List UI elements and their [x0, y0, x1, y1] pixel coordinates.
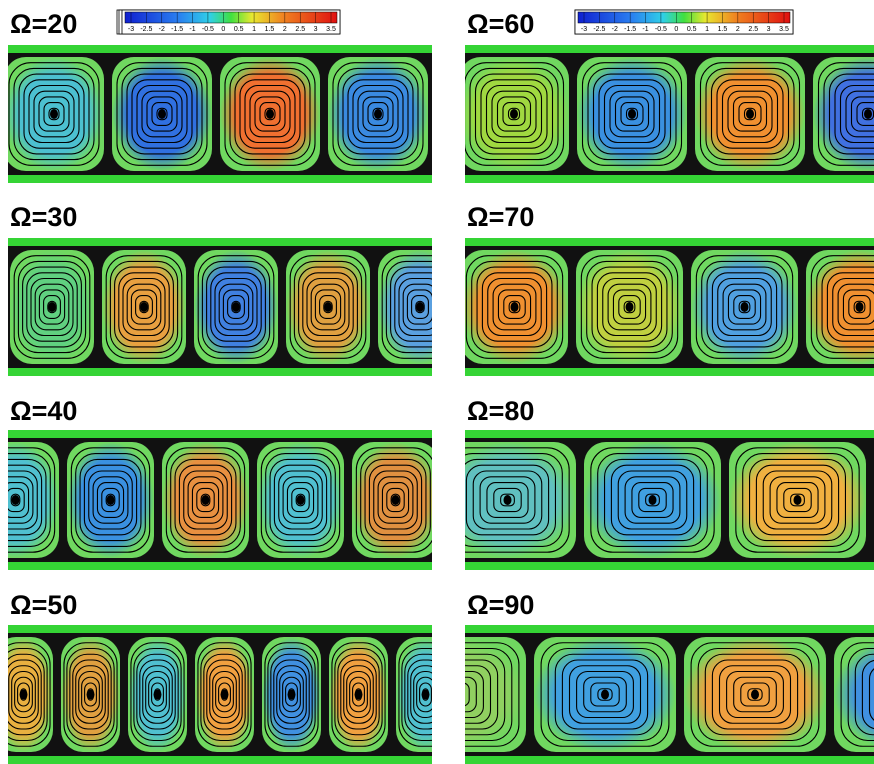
colorbar-tick-label: 1: [705, 26, 709, 33]
vortex-core: [864, 109, 872, 119]
vortex-core: [355, 690, 363, 700]
colorbar-tick-label: 3.5: [779, 26, 789, 33]
panel-label: Ω=20: [10, 9, 77, 39]
vortex-core: [266, 109, 274, 119]
figure: Ω=20-3-2.5-2-1.5-1-0.500.511.522.533.5Ω=…: [0, 0, 874, 764]
colorbar-tick-label: 3.5: [326, 26, 336, 33]
colorbar-tick-label: -2.5: [140, 26, 152, 33]
colorbar-tick-label: 1.5: [265, 26, 275, 33]
colorbar-tick-label: -2: [612, 26, 618, 33]
colorbar-tick-label: -3: [581, 26, 587, 33]
colorbar-tick-label: -0.5: [202, 26, 214, 33]
vortex-core: [221, 690, 229, 700]
colorbar-tick-label: -1: [189, 26, 195, 33]
flow-field: [461, 238, 874, 376]
panel: Ω=60 -3 -2.5 -2 -1.5 -1 -0.5 0 0.5 1 1.5 2 2.5 3 3.5: [459, 9, 874, 183]
vortex-core: [12, 495, 20, 505]
vortex-core: [374, 109, 382, 119]
panel-label: Ω=40: [10, 396, 77, 426]
flow-field: [439, 430, 874, 570]
colorbar: [125, 12, 337, 23]
vortex-core: [50, 109, 58, 119]
vortex-core: [288, 690, 296, 700]
colorbar-tick-label: -1.5: [171, 26, 183, 33]
vortex-core: [751, 690, 759, 700]
colorbar: [578, 12, 790, 23]
colorbar-tick-label: 0.5: [234, 26, 244, 33]
colorbar-tick-label: 0.5: [687, 26, 697, 33]
vortex-core: [856, 302, 864, 312]
colorbar-tick-label: 1.5: [718, 26, 728, 33]
vortex-core: [511, 302, 519, 312]
vortex-core: [324, 302, 332, 312]
colorbar-tick-label: 2: [283, 26, 287, 33]
colorbar-tick-label: -3: [128, 26, 134, 33]
vortex-core: [232, 302, 240, 312]
vortex-core: [746, 109, 754, 119]
vortex-core: [741, 302, 749, 312]
vortex-core: [510, 109, 518, 119]
vortex-core: [107, 495, 115, 505]
vortex-core: [422, 690, 430, 700]
panel: Ω=20 -3 -2.5 -2 -1.5 -1 -0.5 0 0.5 1 1.5 2 2.5 3 3.5: [4, 9, 536, 183]
panel-label: Ω=70: [467, 202, 534, 232]
streamline: [448, 689, 462, 701]
colorbar-tick-label: 2.5: [748, 26, 758, 33]
colorbar-tick-label: -2.5: [593, 26, 605, 33]
colorbar-tick-label: -1.5: [624, 26, 636, 33]
vortex-core: [601, 690, 609, 700]
vortex-core: [297, 495, 305, 505]
flow-field: [0, 430, 534, 570]
colorbar-tick-label: -2: [159, 26, 165, 33]
vortex-core: [202, 495, 210, 505]
vortex-core: [158, 109, 166, 119]
colorbar-tick-label: 3: [314, 26, 318, 33]
vortex-core: [451, 690, 459, 700]
vortex-core: [154, 690, 162, 700]
streamline: [441, 683, 469, 706]
vortex-core: [626, 302, 634, 312]
colorbar-tick-label: -0.5: [655, 26, 667, 33]
flow-field: [8, 238, 462, 376]
colorbar-tick-label: 2: [736, 26, 740, 33]
vortex-core: [416, 302, 424, 312]
colorbar-tick-label: -1: [642, 26, 648, 33]
panel-label: Ω=60: [467, 9, 534, 39]
flow-field: [0, 625, 455, 764]
flow-field: [384, 625, 874, 764]
panel-label: Ω=50: [10, 590, 77, 620]
colorbar-tick-label: 2.5: [295, 26, 305, 33]
vortex-core: [504, 495, 512, 505]
colorbar-tick-label: 0: [221, 26, 225, 33]
vortex-core: [48, 302, 56, 312]
colorbar-tick-label: 1: [252, 26, 256, 33]
panel-label: Ω=90: [467, 590, 534, 620]
flow-field: [459, 45, 874, 183]
panel-label: Ω=30: [10, 202, 77, 232]
panel-label: Ω=80: [467, 396, 534, 426]
vortex-core: [87, 690, 95, 700]
vortex-core: [20, 690, 28, 700]
colorbar-tick-label: 0: [674, 26, 678, 33]
vortex-core: [140, 302, 148, 312]
vortex-core: [392, 495, 400, 505]
vortex-core: [794, 495, 802, 505]
flow-field: [4, 45, 536, 183]
vortex-core: [649, 495, 657, 505]
colorbar-tick-label: 3: [767, 26, 771, 33]
vortex-core: [628, 109, 636, 119]
